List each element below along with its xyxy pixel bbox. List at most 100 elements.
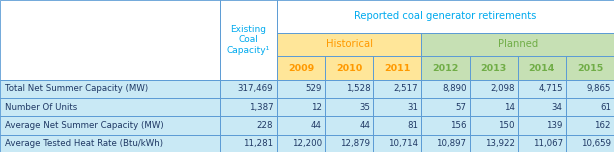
Bar: [0, 0, 220, 80]
Text: 2015: 2015: [577, 64, 603, 73]
Bar: [518, 80, 566, 98]
Bar: [0, 135, 220, 152]
Bar: [325, 98, 373, 116]
Text: 2014: 2014: [529, 64, 555, 73]
Bar: [421, 56, 470, 80]
Bar: [518, 56, 566, 80]
Bar: [421, 80, 470, 98]
Bar: [518, 135, 566, 152]
Text: 9,865: 9,865: [586, 84, 611, 93]
Bar: [470, 80, 518, 98]
Bar: [566, 56, 614, 80]
Bar: [421, 135, 470, 152]
Text: 228: 228: [257, 121, 273, 130]
Bar: [277, 135, 325, 152]
Text: 2013: 2013: [481, 64, 507, 73]
Text: Average Net Summer Capacity (MW): Average Net Summer Capacity (MW): [5, 121, 163, 130]
Text: 4,715: 4,715: [538, 84, 563, 93]
Bar: [277, 56, 325, 80]
Bar: [0, 116, 220, 135]
Bar: [277, 80, 325, 98]
Text: Existing
Coal
Capacity¹: Existing Coal Capacity¹: [227, 25, 270, 55]
Text: 150: 150: [498, 121, 515, 130]
Text: 139: 139: [546, 121, 563, 130]
Bar: [325, 116, 373, 135]
Bar: [277, 116, 325, 135]
Bar: [518, 80, 566, 98]
Text: 2,098: 2,098: [490, 84, 515, 93]
Bar: [277, 98, 325, 116]
Bar: [566, 56, 614, 80]
Text: Average Tested Heat Rate (Btu/kWh): Average Tested Heat Rate (Btu/kWh): [5, 139, 163, 148]
Text: 12,879: 12,879: [340, 139, 370, 148]
Bar: [470, 56, 518, 80]
Bar: [566, 98, 614, 116]
Bar: [277, 33, 421, 56]
Text: 2011: 2011: [384, 64, 411, 73]
Text: 12,200: 12,200: [292, 139, 322, 148]
Bar: [421, 98, 470, 116]
Bar: [373, 135, 421, 152]
Bar: [220, 135, 277, 152]
Bar: [277, 0, 614, 33]
Text: 35: 35: [359, 103, 370, 112]
Bar: [220, 135, 277, 152]
Bar: [373, 56, 421, 80]
Bar: [421, 80, 470, 98]
Bar: [220, 98, 277, 116]
Text: 317,469: 317,469: [238, 84, 273, 93]
Bar: [566, 80, 614, 98]
Text: 81: 81: [407, 121, 418, 130]
Bar: [0, 116, 220, 135]
Bar: [566, 80, 614, 98]
Bar: [373, 135, 421, 152]
Bar: [518, 98, 566, 116]
Text: 13,922: 13,922: [484, 139, 515, 148]
Text: 34: 34: [552, 103, 563, 112]
Text: 11,281: 11,281: [243, 139, 273, 148]
Bar: [421, 98, 470, 116]
Bar: [325, 56, 373, 80]
Bar: [421, 135, 470, 152]
Text: 2,517: 2,517: [394, 84, 418, 93]
Bar: [0, 135, 220, 152]
Bar: [325, 135, 373, 152]
Bar: [277, 0, 614, 33]
Bar: [277, 56, 325, 80]
Bar: [220, 116, 277, 135]
Bar: [220, 0, 277, 80]
Bar: [0, 0, 220, 80]
Bar: [277, 33, 421, 56]
Text: 44: 44: [311, 121, 322, 130]
Bar: [421, 56, 470, 80]
Bar: [277, 98, 325, 116]
Bar: [518, 98, 566, 116]
Bar: [470, 116, 518, 135]
Bar: [421, 116, 470, 135]
Bar: [518, 116, 566, 135]
Text: Number Of Units: Number Of Units: [5, 103, 77, 112]
Text: 61: 61: [600, 103, 611, 112]
Bar: [373, 116, 421, 135]
Text: 1,528: 1,528: [346, 84, 370, 93]
Bar: [0, 80, 220, 98]
Text: 10,659: 10,659: [581, 139, 611, 148]
Bar: [220, 80, 277, 98]
Bar: [373, 98, 421, 116]
Bar: [421, 116, 470, 135]
Bar: [421, 33, 614, 56]
Bar: [220, 98, 277, 116]
Text: 11,067: 11,067: [533, 139, 563, 148]
Bar: [325, 135, 373, 152]
Bar: [566, 98, 614, 116]
Text: 8,890: 8,890: [442, 84, 467, 93]
Bar: [325, 80, 373, 98]
Bar: [566, 135, 614, 152]
Bar: [470, 135, 518, 152]
Bar: [373, 80, 421, 98]
Text: 10,714: 10,714: [388, 139, 418, 148]
Bar: [220, 0, 277, 80]
Text: Reported coal generator retirements: Reported coal generator retirements: [354, 11, 537, 21]
Bar: [373, 98, 421, 116]
Bar: [470, 116, 518, 135]
